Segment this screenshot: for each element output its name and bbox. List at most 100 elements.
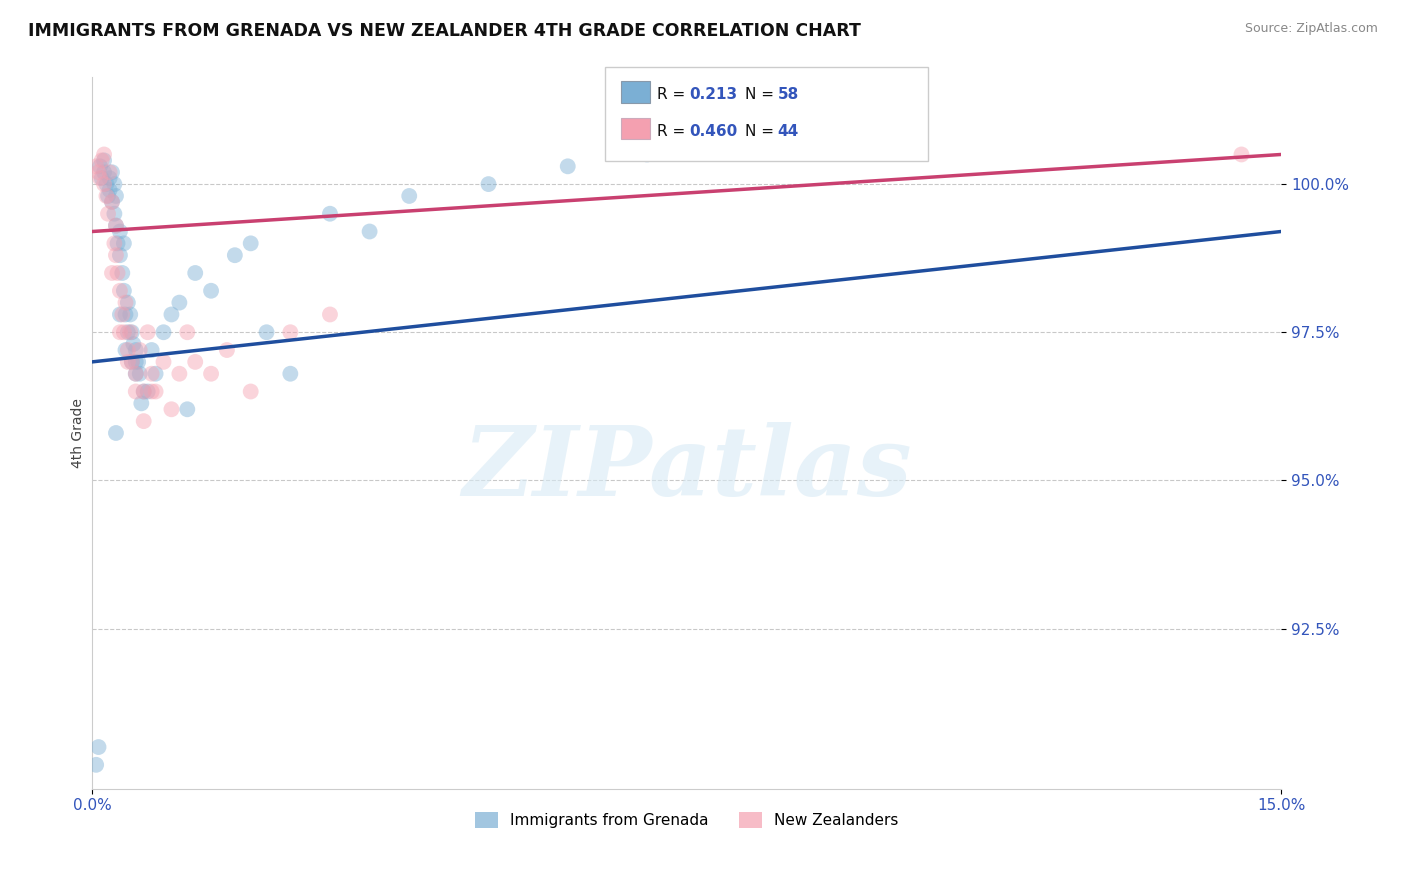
Point [97,189,120,203]
Point [114,308,136,322]
Point [107,236,129,251]
Point [93,147,115,161]
Point [117,325,139,339]
Point [98,183,121,197]
Point [111,266,134,280]
Point [104,219,127,233]
Point [103,177,125,191]
Point [239,384,262,399]
Point [112,284,135,298]
Point [125,355,148,369]
Point [104,425,127,440]
Point [278,367,301,381]
Point [121,355,143,369]
Point [89,159,111,173]
Point [132,414,155,428]
Point [125,367,148,381]
Point [136,325,159,339]
Point [90,153,112,168]
Point [87,739,110,754]
Point [114,343,136,357]
Point [93,153,115,168]
Point [121,325,143,339]
Point [145,367,167,381]
Point [107,266,129,280]
Point [104,248,127,262]
Point [141,367,163,381]
Point [108,248,131,262]
Point [112,325,135,339]
Point [132,384,155,399]
Point [169,367,191,381]
Point [121,355,143,369]
Point [200,367,222,381]
Point [108,284,131,298]
Point [215,343,238,357]
Point [117,295,139,310]
Text: 0.460: 0.460 [689,124,737,139]
Point [104,219,127,233]
Point [184,266,207,280]
Point [224,248,246,262]
Text: 0.213: 0.213 [689,87,737,103]
Point [90,171,112,186]
Point [477,177,499,191]
Point [169,295,191,310]
Point [319,207,342,221]
Point [120,325,142,339]
Point [117,355,139,369]
Point [557,159,579,173]
Point [136,384,159,399]
Point [101,194,124,209]
Point [125,384,148,399]
Point [111,308,134,322]
Point [176,325,198,339]
Point [152,355,174,369]
Point [636,147,658,161]
Point [89,171,111,186]
Point [108,225,131,239]
Point [278,325,301,339]
Text: R =: R = [657,124,690,139]
Point [103,236,125,251]
Point [104,189,127,203]
Point [184,355,207,369]
Point [128,367,150,381]
Point [84,159,107,173]
Point [176,402,198,417]
Point [101,266,124,280]
Point [145,384,167,399]
Point [87,165,110,179]
Point [319,308,342,322]
Point [141,343,163,357]
Text: 44: 44 [778,124,799,139]
Point [120,308,142,322]
Point [98,171,121,186]
Point [93,177,115,191]
Point [93,165,115,179]
Point [96,189,118,203]
Point [152,325,174,339]
Point [122,337,145,351]
Text: N =: N = [745,87,779,103]
Text: ZIPatlas: ZIPatlas [461,422,911,516]
Point [84,757,107,772]
Point [112,236,135,251]
Point [132,384,155,399]
Text: 58: 58 [778,87,799,103]
Point [398,189,420,203]
Text: Source: ZipAtlas.com: Source: ZipAtlas.com [1244,22,1378,36]
Point [141,384,163,399]
Point [125,343,148,357]
Point [96,177,118,191]
Point [128,343,150,357]
Point [200,284,222,298]
Text: N =: N = [745,124,779,139]
Text: IMMIGRANTS FROM GRENADA VS NEW ZEALANDER 4TH GRADE CORRELATION CHART: IMMIGRANTS FROM GRENADA VS NEW ZEALANDER… [28,22,860,40]
Point [97,207,120,221]
Point [108,325,131,339]
Point [114,295,136,310]
Point [98,165,121,179]
Point [160,308,183,322]
Point [256,325,278,339]
